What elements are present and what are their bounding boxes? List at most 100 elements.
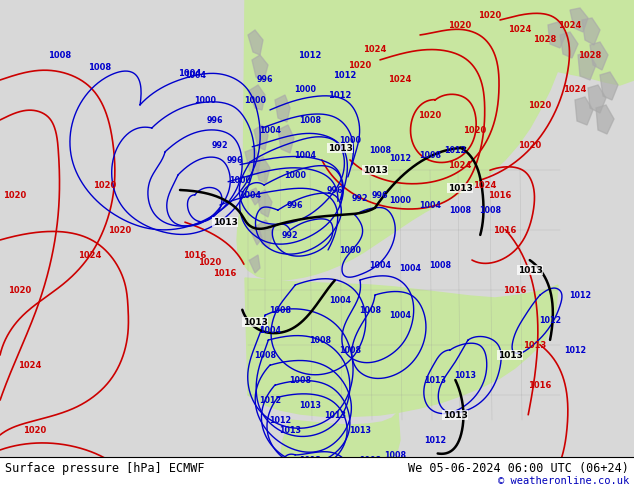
Polygon shape (250, 225, 262, 245)
Text: 1020: 1020 (528, 100, 552, 109)
Text: 1013: 1013 (517, 266, 543, 274)
Text: 1008: 1008 (429, 261, 451, 270)
Text: 1008: 1008 (479, 205, 501, 215)
Text: 1013: 1013 (498, 350, 522, 360)
Polygon shape (252, 55, 268, 80)
Text: 1012: 1012 (539, 316, 561, 324)
Text: 1016: 1016 (183, 250, 207, 260)
Text: 1008: 1008 (309, 336, 331, 344)
Polygon shape (258, 220, 273, 248)
Text: 1000: 1000 (294, 85, 316, 95)
Polygon shape (248, 85, 265, 110)
Text: 1013: 1013 (524, 341, 547, 349)
Text: 996: 996 (257, 75, 273, 84)
Text: 1008: 1008 (369, 146, 391, 154)
Text: 1013: 1013 (279, 425, 301, 435)
Text: 1004: 1004 (178, 69, 202, 77)
Polygon shape (255, 157, 270, 183)
Text: 1013: 1013 (454, 370, 476, 379)
Text: 996: 996 (327, 186, 343, 195)
Text: 1013: 1013 (212, 218, 238, 226)
Text: 996: 996 (207, 116, 223, 124)
Text: 1020: 1020 (93, 180, 117, 190)
Text: 1016: 1016 (503, 286, 527, 294)
Text: 1020: 1020 (519, 141, 541, 149)
Text: 1012: 1012 (444, 146, 466, 154)
Text: 1028: 1028 (533, 35, 557, 45)
Text: 1013: 1013 (328, 144, 353, 152)
Text: 1004: 1004 (239, 191, 261, 199)
Text: 1012: 1012 (333, 71, 357, 79)
Text: 1016: 1016 (528, 381, 552, 390)
Text: 1020: 1020 (23, 425, 47, 435)
Text: 1020: 1020 (8, 286, 32, 294)
Text: 1013: 1013 (424, 375, 446, 385)
Polygon shape (465, 0, 634, 85)
Text: 1004: 1004 (294, 150, 316, 160)
Text: 1024: 1024 (388, 75, 411, 84)
Text: 1012: 1012 (389, 153, 411, 163)
Text: 1004: 1004 (259, 125, 281, 134)
Text: 1020: 1020 (348, 60, 372, 70)
Text: 1024: 1024 (564, 85, 586, 95)
Polygon shape (249, 255, 260, 273)
Text: 1008: 1008 (254, 350, 276, 360)
Text: 1013: 1013 (324, 411, 346, 419)
Text: Surface pressure [hPa] ECMWF: Surface pressure [hPa] ECMWF (5, 462, 205, 474)
Text: 1008: 1008 (449, 205, 471, 215)
Text: 1000: 1000 (194, 96, 216, 104)
Text: © weatheronline.co.uk: © weatheronline.co.uk (498, 476, 629, 486)
Polygon shape (575, 97, 593, 125)
Polygon shape (245, 278, 558, 417)
Text: 1008: 1008 (359, 456, 381, 465)
Text: 1012: 1012 (424, 436, 446, 444)
Polygon shape (248, 30, 263, 55)
Polygon shape (280, 412, 400, 490)
Polygon shape (254, 125, 268, 150)
Text: 1024: 1024 (448, 161, 472, 170)
Polygon shape (245, 148, 260, 175)
Text: 1016: 1016 (213, 269, 236, 277)
Text: 1004: 1004 (329, 295, 351, 304)
Text: 1020: 1020 (479, 10, 501, 20)
Text: 1008: 1008 (359, 475, 381, 485)
Polygon shape (582, 18, 600, 45)
Text: 1004: 1004 (319, 466, 341, 474)
Text: 1013: 1013 (448, 183, 472, 193)
Text: 1008: 1008 (88, 64, 112, 73)
Text: 1024: 1024 (474, 180, 496, 190)
Text: 1008: 1008 (269, 305, 291, 315)
Text: 1028: 1028 (578, 50, 602, 59)
Text: 1013: 1013 (299, 400, 321, 410)
Text: 1004: 1004 (409, 466, 431, 474)
Text: 1000: 1000 (389, 196, 411, 204)
Text: 1013: 1013 (443, 411, 467, 419)
Text: 1008: 1008 (359, 305, 381, 315)
Text: 1024: 1024 (559, 21, 581, 29)
Text: 1016: 1016 (493, 225, 517, 235)
Text: 1012: 1012 (564, 345, 586, 354)
Text: 1000: 1000 (229, 175, 251, 185)
Text: 1024: 1024 (508, 25, 532, 34)
Text: 1004: 1004 (184, 71, 206, 79)
Text: 1024: 1024 (363, 46, 387, 54)
Polygon shape (248, 188, 260, 205)
Text: 996: 996 (287, 200, 303, 210)
Text: 1004: 1004 (389, 311, 411, 319)
Text: 1008: 1008 (384, 450, 406, 460)
Text: 1020: 1020 (3, 191, 27, 199)
Polygon shape (275, 95, 290, 122)
Text: 1012: 1012 (259, 395, 281, 405)
Text: 1024: 1024 (18, 361, 42, 369)
Text: 1008: 1008 (48, 50, 72, 59)
Polygon shape (560, 32, 578, 58)
Text: 1004: 1004 (369, 261, 391, 270)
Text: 992: 992 (281, 230, 299, 240)
Text: 992: 992 (212, 141, 228, 149)
Text: 1004: 1004 (259, 325, 281, 335)
Text: 1000: 1000 (244, 96, 266, 104)
Text: 1004: 1004 (344, 461, 366, 469)
Polygon shape (257, 190, 272, 217)
Text: 1004: 1004 (399, 264, 421, 272)
Text: 1013: 1013 (243, 318, 268, 326)
